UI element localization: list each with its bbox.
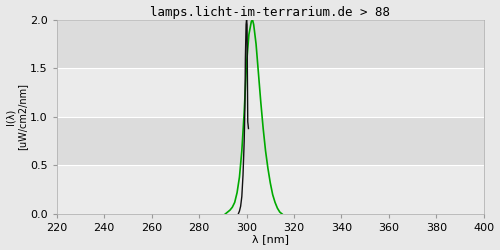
Y-axis label: I(λ)
[uW/cm2/nm]: I(λ) [uW/cm2/nm] [6, 84, 27, 150]
Bar [56, 166, 484, 214]
Title: lamps.licht-im-terrarium.de > 88: lamps.licht-im-terrarium.de > 88 [150, 6, 390, 18]
Bar [56, 68, 484, 117]
X-axis label: λ [nm]: λ [nm] [252, 234, 289, 244]
Bar [56, 117, 484, 166]
Bar [56, 20, 484, 68]
